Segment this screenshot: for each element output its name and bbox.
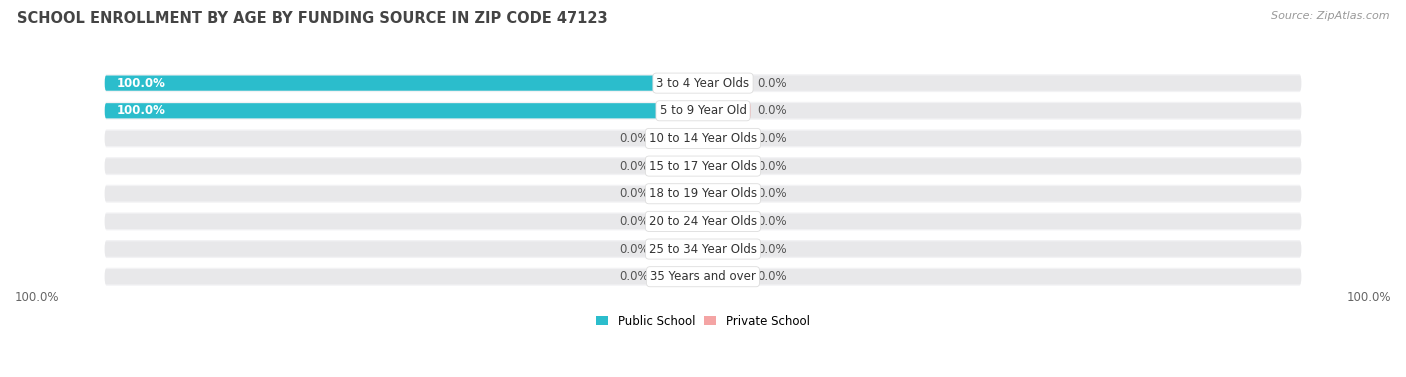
- FancyBboxPatch shape: [703, 241, 751, 257]
- FancyBboxPatch shape: [703, 158, 751, 174]
- FancyBboxPatch shape: [703, 214, 1302, 229]
- Text: 100.0%: 100.0%: [1347, 291, 1391, 304]
- FancyBboxPatch shape: [703, 158, 1302, 174]
- FancyBboxPatch shape: [104, 157, 1302, 175]
- Legend: Public School, Private School: Public School, Private School: [592, 310, 814, 332]
- FancyBboxPatch shape: [104, 268, 1302, 286]
- Text: 0.0%: 0.0%: [756, 77, 786, 90]
- FancyBboxPatch shape: [655, 186, 703, 201]
- FancyBboxPatch shape: [104, 74, 1302, 92]
- FancyBboxPatch shape: [703, 131, 751, 146]
- FancyBboxPatch shape: [104, 269, 703, 284]
- FancyBboxPatch shape: [104, 75, 703, 91]
- FancyBboxPatch shape: [703, 75, 1302, 91]
- Text: 0.0%: 0.0%: [620, 187, 650, 200]
- FancyBboxPatch shape: [104, 158, 703, 174]
- FancyBboxPatch shape: [703, 103, 1302, 118]
- FancyBboxPatch shape: [703, 75, 751, 91]
- Text: 20 to 24 Year Olds: 20 to 24 Year Olds: [650, 215, 756, 228]
- Text: 0.0%: 0.0%: [756, 215, 786, 228]
- FancyBboxPatch shape: [104, 129, 1302, 147]
- FancyBboxPatch shape: [104, 186, 703, 201]
- FancyBboxPatch shape: [104, 241, 703, 257]
- FancyBboxPatch shape: [703, 269, 1302, 284]
- Text: 25 to 34 Year Olds: 25 to 34 Year Olds: [650, 242, 756, 256]
- FancyBboxPatch shape: [703, 214, 751, 229]
- Text: 100.0%: 100.0%: [15, 291, 59, 304]
- FancyBboxPatch shape: [703, 103, 751, 118]
- Text: 100.0%: 100.0%: [117, 104, 166, 117]
- FancyBboxPatch shape: [703, 186, 751, 201]
- Text: 0.0%: 0.0%: [756, 242, 786, 256]
- Text: 0.0%: 0.0%: [756, 159, 786, 173]
- FancyBboxPatch shape: [104, 131, 703, 146]
- Text: 5 to 9 Year Old: 5 to 9 Year Old: [659, 104, 747, 117]
- Text: 0.0%: 0.0%: [620, 242, 650, 256]
- Text: 0.0%: 0.0%: [756, 104, 786, 117]
- FancyBboxPatch shape: [655, 214, 703, 229]
- FancyBboxPatch shape: [703, 131, 1302, 146]
- Text: 0.0%: 0.0%: [756, 270, 786, 283]
- FancyBboxPatch shape: [104, 214, 703, 229]
- FancyBboxPatch shape: [655, 269, 703, 284]
- FancyBboxPatch shape: [655, 158, 703, 174]
- FancyBboxPatch shape: [703, 186, 1302, 201]
- FancyBboxPatch shape: [104, 102, 1302, 120]
- Text: 35 Years and over: 35 Years and over: [650, 270, 756, 283]
- FancyBboxPatch shape: [104, 212, 1302, 230]
- Text: 0.0%: 0.0%: [756, 132, 786, 145]
- Text: 3 to 4 Year Olds: 3 to 4 Year Olds: [657, 77, 749, 90]
- Text: 0.0%: 0.0%: [756, 187, 786, 200]
- FancyBboxPatch shape: [655, 241, 703, 257]
- Text: 0.0%: 0.0%: [620, 132, 650, 145]
- FancyBboxPatch shape: [104, 103, 703, 118]
- FancyBboxPatch shape: [104, 240, 1302, 258]
- FancyBboxPatch shape: [703, 269, 751, 284]
- Text: 0.0%: 0.0%: [620, 270, 650, 283]
- Text: SCHOOL ENROLLMENT BY AGE BY FUNDING SOURCE IN ZIP CODE 47123: SCHOOL ENROLLMENT BY AGE BY FUNDING SOUR…: [17, 11, 607, 26]
- Text: Source: ZipAtlas.com: Source: ZipAtlas.com: [1271, 11, 1389, 21]
- FancyBboxPatch shape: [655, 131, 703, 146]
- FancyBboxPatch shape: [104, 185, 1302, 203]
- Text: 10 to 14 Year Olds: 10 to 14 Year Olds: [650, 132, 756, 145]
- FancyBboxPatch shape: [703, 241, 1302, 257]
- Text: 0.0%: 0.0%: [620, 215, 650, 228]
- Text: 100.0%: 100.0%: [117, 77, 166, 90]
- Text: 15 to 17 Year Olds: 15 to 17 Year Olds: [650, 159, 756, 173]
- Text: 18 to 19 Year Olds: 18 to 19 Year Olds: [650, 187, 756, 200]
- Text: 0.0%: 0.0%: [620, 159, 650, 173]
